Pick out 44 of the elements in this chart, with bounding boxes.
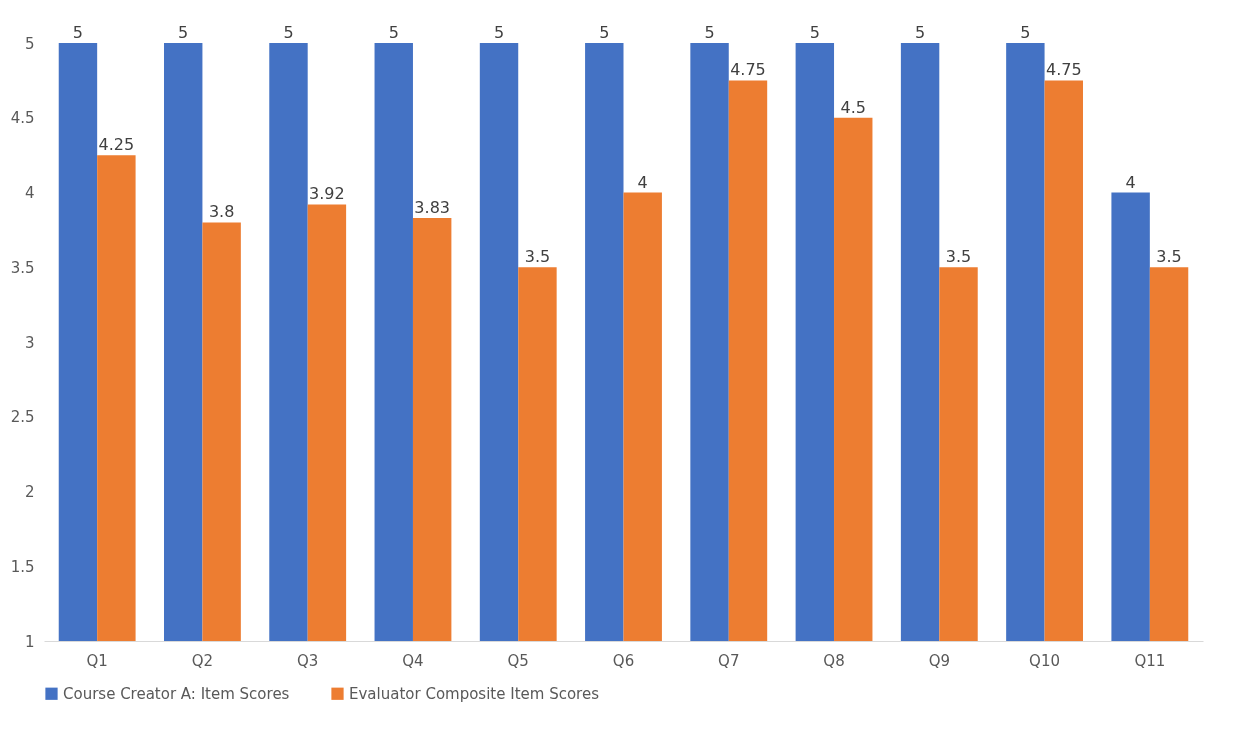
- data-label: 3.83: [414, 197, 450, 217]
- data-label: 5: [493, 23, 505, 42]
- y-tick-label: 2.5: [10, 408, 35, 427]
- data-label: 4.75: [1045, 60, 1082, 80]
- data-label: 5: [388, 23, 399, 42]
- data-label: 5: [72, 23, 84, 42]
- data-label: 3.8: [208, 202, 235, 222]
- legend-label: Course Creator A: Item Scores: [63, 684, 290, 703]
- x-tick-label: Q5: [507, 651, 529, 670]
- x-tick-label: Q11: [1134, 651, 1166, 670]
- x-tick-label: Q10: [1029, 651, 1061, 670]
- y-tick-label: 3: [24, 333, 35, 352]
- data-label: 3.5: [1156, 247, 1182, 267]
- x-tick-label: Q3: [297, 651, 319, 670]
- data-label: 5: [283, 23, 294, 42]
- data-label: 5: [178, 23, 189, 42]
- data-label: 5: [915, 23, 926, 42]
- data-label: 3.5: [524, 247, 551, 267]
- y-tick-label: 5: [24, 34, 35, 53]
- data-label: 4.5: [840, 97, 866, 117]
- data-label: 3.5: [945, 247, 972, 267]
- x-tick-label: Q6: [612, 651, 635, 670]
- data-label: 4: [1125, 172, 1136, 192]
- legend-label: Evaluator Composite Item Scores: [349, 684, 600, 703]
- data-label: 4.25: [98, 135, 135, 155]
- data-label: 4.75: [730, 60, 766, 80]
- y-tick-label: 1.5: [10, 557, 35, 576]
- x-tick-label: Q1: [86, 651, 108, 670]
- y-tick-label: 4.5: [10, 109, 35, 128]
- data-label: 3.92: [309, 184, 345, 204]
- y-tick-label: 2: [24, 483, 35, 501]
- data-label: 5: [1020, 23, 1031, 42]
- y-tick-label: 4: [24, 184, 35, 202]
- y-tick-label: 1: [24, 632, 35, 651]
- x-tick-label: Q7: [718, 651, 740, 670]
- x-tick-label: Q4: [402, 651, 424, 670]
- data-label: 5: [809, 23, 820, 42]
- x-tick-label: Q8: [823, 651, 845, 670]
- y-tick-label: 3.5: [10, 258, 35, 277]
- x-tick-label: Q9: [928, 651, 950, 670]
- x-tick-label: Q2: [191, 651, 214, 670]
- data-label: 4: [637, 172, 648, 192]
- data-label: 5: [704, 23, 715, 42]
- data-label: 5: [599, 23, 610, 42]
